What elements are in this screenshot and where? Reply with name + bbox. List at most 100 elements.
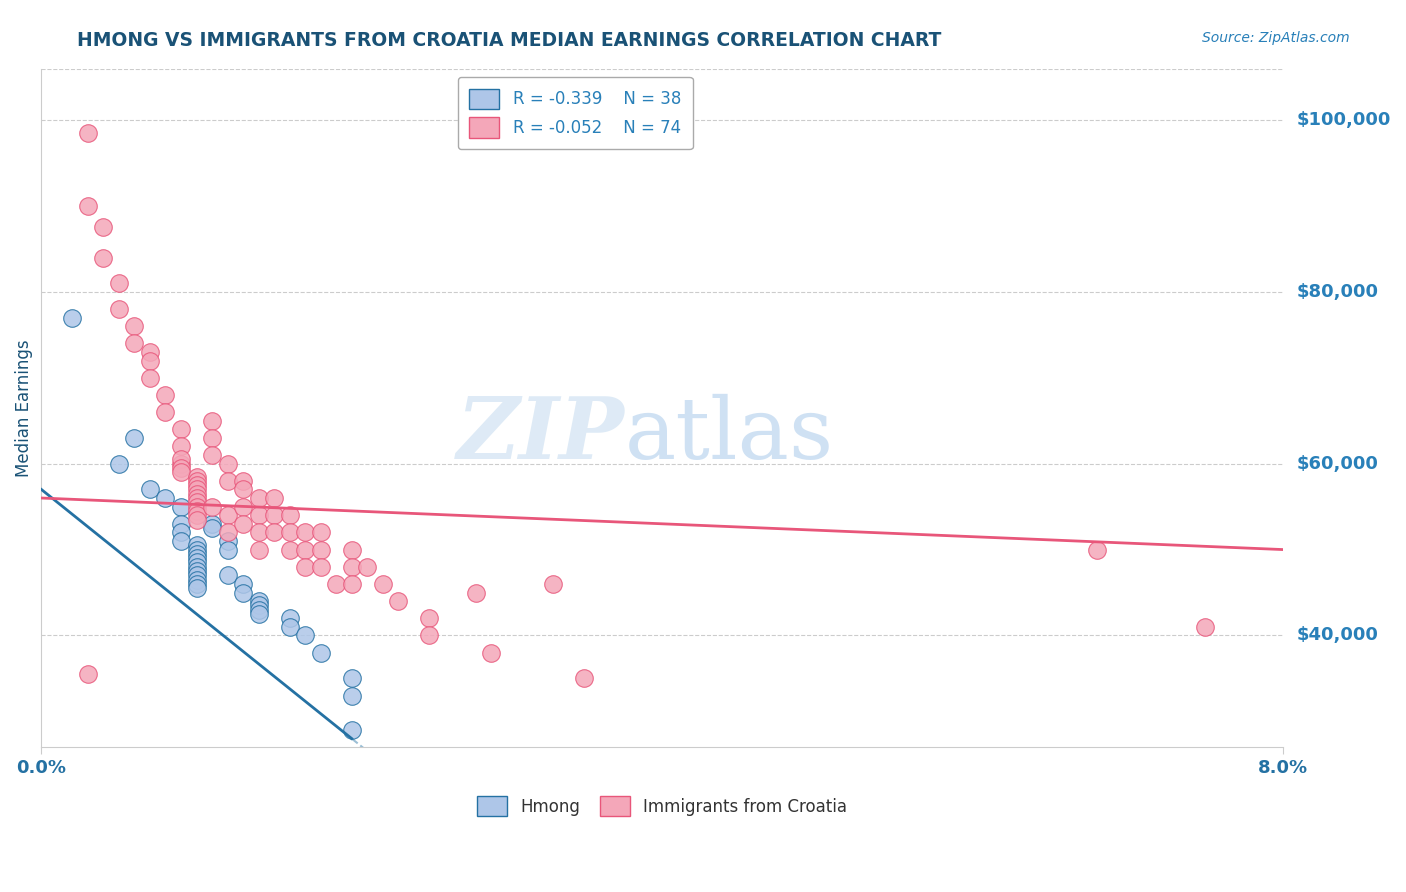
- Point: [278, 620, 301, 634]
- Point: [170, 516, 193, 531]
- Point: [186, 581, 208, 595]
- Point: [294, 525, 316, 540]
- Point: [93, 220, 115, 235]
- Point: [186, 573, 208, 587]
- Point: [217, 474, 239, 488]
- Point: [186, 487, 208, 501]
- Point: [1085, 542, 1108, 557]
- Point: [232, 483, 254, 497]
- Point: [247, 603, 270, 617]
- Point: [247, 542, 270, 557]
- Point: [217, 457, 239, 471]
- Point: [124, 431, 146, 445]
- Text: Source: ZipAtlas.com: Source: ZipAtlas.com: [1202, 31, 1350, 45]
- Point: [186, 538, 208, 552]
- Point: [139, 483, 162, 497]
- Point: [309, 525, 332, 540]
- Point: [124, 336, 146, 351]
- Point: [186, 564, 208, 578]
- Point: [186, 474, 208, 488]
- Point: [294, 559, 316, 574]
- Point: [155, 388, 177, 402]
- Point: [186, 491, 208, 505]
- Point: [247, 599, 270, 613]
- Point: [418, 611, 440, 625]
- Point: [186, 556, 208, 570]
- Text: $60,000: $60,000: [1296, 455, 1378, 473]
- Point: [309, 559, 332, 574]
- Point: [170, 533, 193, 548]
- Point: [217, 568, 239, 582]
- Point: [247, 607, 270, 621]
- Point: [340, 542, 363, 557]
- Point: [108, 301, 131, 316]
- Point: [247, 594, 270, 608]
- Point: [186, 512, 208, 526]
- Point: [186, 577, 208, 591]
- Point: [201, 500, 224, 514]
- Point: [186, 469, 208, 483]
- Y-axis label: Median Earnings: Median Earnings: [15, 339, 32, 476]
- Point: [186, 568, 208, 582]
- Point: [263, 525, 285, 540]
- Point: [232, 500, 254, 514]
- Point: [479, 646, 502, 660]
- Point: [294, 628, 316, 642]
- Point: [340, 559, 363, 574]
- Point: [170, 461, 193, 475]
- Point: [340, 672, 363, 686]
- Point: [340, 689, 363, 703]
- Point: [139, 345, 162, 359]
- Point: [77, 667, 100, 681]
- Point: [186, 559, 208, 574]
- Point: [170, 440, 193, 454]
- Point: [278, 611, 301, 625]
- Point: [201, 516, 224, 531]
- Point: [108, 457, 131, 471]
- Point: [170, 452, 193, 467]
- Point: [186, 542, 208, 557]
- Point: [217, 542, 239, 557]
- Point: [201, 448, 224, 462]
- Point: [186, 547, 208, 561]
- Point: [356, 559, 378, 574]
- Point: [387, 594, 409, 608]
- Text: atlas: atlas: [624, 393, 834, 476]
- Point: [170, 457, 193, 471]
- Legend: Hmong, Immigrants from Croatia: Hmong, Immigrants from Croatia: [470, 789, 853, 823]
- Text: $40,000: $40,000: [1296, 626, 1378, 644]
- Point: [371, 577, 394, 591]
- Point: [186, 551, 208, 566]
- Point: [60, 310, 83, 325]
- Point: [232, 474, 254, 488]
- Point: [574, 672, 596, 686]
- Point: [77, 126, 100, 140]
- Point: [217, 508, 239, 523]
- Point: [170, 422, 193, 436]
- Point: [232, 516, 254, 531]
- Text: $80,000: $80,000: [1296, 283, 1379, 301]
- Point: [325, 577, 347, 591]
- Point: [186, 500, 208, 514]
- Point: [139, 371, 162, 385]
- Point: [543, 577, 565, 591]
- Point: [278, 542, 301, 557]
- Point: [263, 508, 285, 523]
- Point: [186, 495, 208, 509]
- Point: [247, 525, 270, 540]
- Point: [418, 628, 440, 642]
- Point: [108, 277, 131, 291]
- Point: [309, 542, 332, 557]
- Point: [217, 533, 239, 548]
- Text: HMONG VS IMMIGRANTS FROM CROATIA MEDIAN EARNINGS CORRELATION CHART: HMONG VS IMMIGRANTS FROM CROATIA MEDIAN …: [77, 31, 942, 50]
- Point: [247, 508, 270, 523]
- Point: [232, 585, 254, 599]
- Point: [201, 414, 224, 428]
- Point: [1194, 620, 1216, 634]
- Point: [186, 504, 208, 518]
- Point: [217, 525, 239, 540]
- Point: [77, 199, 100, 213]
- Point: [201, 521, 224, 535]
- Point: [170, 525, 193, 540]
- Point: [232, 577, 254, 591]
